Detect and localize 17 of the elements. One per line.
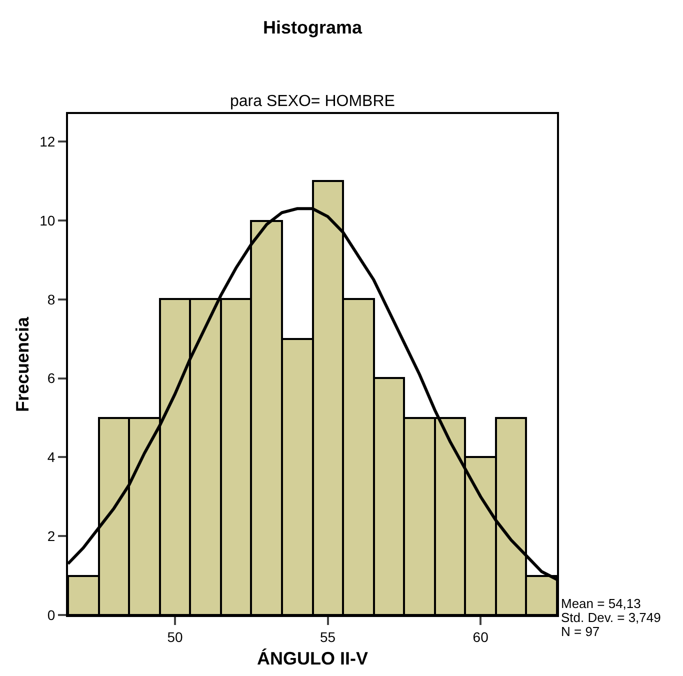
x-tick-label: 55 (320, 628, 336, 645)
text: N = 97 (561, 624, 600, 639)
text: Mean = 54,13 (561, 596, 641, 611)
y-tick-label: 2 (47, 528, 56, 544)
y-tick-label: 8 (47, 291, 56, 308)
text: Std. Dev. = 3,749 (561, 610, 661, 625)
y-tick-label: 6 (47, 370, 56, 386)
y-tick-label: 0 (47, 606, 56, 623)
y-tick-label: 12 (40, 134, 56, 150)
y-axis-title: Frecuencia (12, 316, 32, 412)
chart-subtitle: para SEXO= HOMBRE (230, 93, 395, 110)
chart-title: Histograma (262, 17, 363, 38)
y-tick-label: 10 (40, 212, 56, 228)
x-tick-label: 60 (472, 628, 489, 645)
x-axis-title: ÁNGULO II-V (257, 648, 368, 668)
y-tick-label: 4 (47, 449, 56, 466)
x-tick-label: 50 (167, 628, 183, 645)
